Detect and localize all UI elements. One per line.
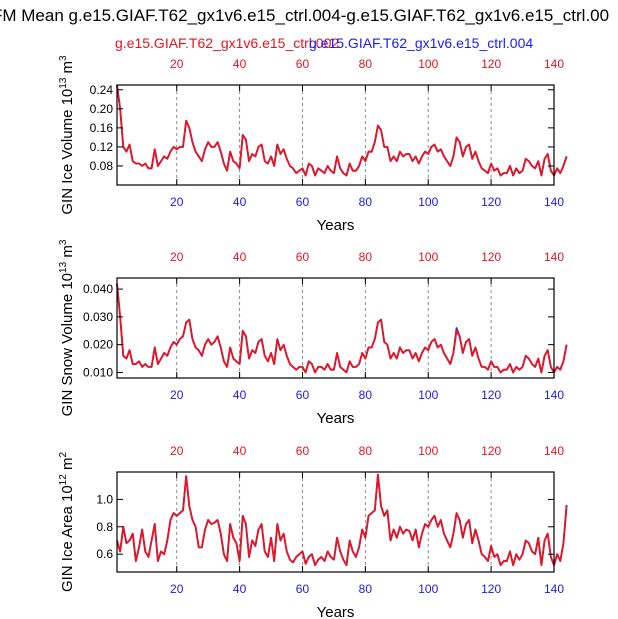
x-tick-label-bottom: 40: [233, 388, 247, 402]
chart-snow-volume: 20 20 40 40 60 60 80 80 100 100 120 120 140 140 0.010 0…: [58, 239, 568, 427]
legend-entry-ctrl-002: g.e15.GIAF.T62_gx1v6.e15_ctrl.002: [115, 35, 340, 51]
x-tick-label-top: 60: [296, 57, 310, 71]
y-axis-label: GIN Snow Volume 1013 m3: [58, 239, 76, 416]
plot-frame: [116, 277, 555, 379]
x-tick-label-bottom: 100: [418, 582, 438, 596]
x-tick-label-top: 60: [296, 250, 310, 264]
y-tick-label: 0.6: [96, 547, 113, 561]
x-tick-label-top: 40: [233, 57, 247, 71]
x-tick-label-top: 80: [359, 57, 373, 71]
x-tick-label-top: 40: [233, 250, 247, 264]
y-tick-label: 0.24: [90, 83, 114, 97]
x-tick-label-bottom: 140: [544, 582, 564, 596]
y-tick-label: 0.010: [83, 365, 113, 379]
plot-frame: [116, 84, 555, 186]
x-tick-label-top: 120: [481, 57, 501, 71]
x-tick-label-top: 140: [544, 250, 564, 264]
x-tick-label-bottom: 100: [418, 388, 438, 402]
y-tick-label: 0.20: [90, 102, 114, 116]
x-tick-label-top: 140: [544, 57, 564, 71]
y-tick-label: 0.16: [90, 121, 114, 135]
x-axis-label: Years: [317, 410, 355, 427]
chart-ice-volume: 20 20 40 40 60 60 80 80 100 100 120 120 140 140 0.08 0.…: [58, 55, 568, 234]
x-tick-label-top: 40: [233, 444, 247, 458]
x-tick-label-bottom: 40: [233, 582, 247, 596]
x-tick-label-bottom: 100: [418, 195, 438, 209]
page-title: FM Mean g.e15.GIAF.T62_gx1v6.e15_ctrl.00…: [0, 6, 610, 25]
x-tick-label-top: 20: [170, 250, 184, 264]
y-tick-label: 0.020: [83, 338, 113, 352]
x-tick-label-top: 100: [418, 57, 438, 71]
x-tick-label-bottom: 60: [296, 388, 310, 402]
x-tick-label-bottom: 80: [359, 582, 373, 596]
y-tick-label: 0.08: [90, 159, 114, 173]
x-tick-label-top: 140: [544, 444, 564, 458]
series-line: [116, 473, 568, 567]
x-tick-label-top: 100: [418, 250, 438, 264]
legend-entry-ctrl-004: g.e15.GIAF.T62_gx1v6.e15_ctrl.004: [309, 35, 534, 51]
y-tick-label: 0.040: [83, 282, 113, 296]
x-tick-label-top: 20: [170, 444, 184, 458]
x-tick-label-bottom: 80: [359, 388, 373, 402]
y-axis-label: GIN Ice Area 1012 m2: [58, 452, 76, 593]
x-tick-label-bottom: 120: [481, 582, 501, 596]
x-tick-label-bottom: 120: [481, 195, 501, 209]
x-tick-label-top: 20: [170, 57, 184, 71]
x-tick-label-top: 60: [296, 444, 310, 458]
legend: g.e15.GIAF.T62_gx1v6.e15_ctrl.002 g.e15.…: [0, 35, 618, 53]
x-tick-label-top: 120: [481, 250, 501, 264]
x-tick-label-bottom: 80: [359, 195, 373, 209]
x-tick-label-bottom: 60: [296, 582, 310, 596]
chart-ice-area: 20 20 40 40 60 60 80 80 100 100 120 120 140 140 0.6 0.8…: [58, 444, 568, 619]
x-tick-label-bottom: 120: [481, 388, 501, 402]
y-tick-label: 0.12: [90, 140, 114, 154]
y-tick-label: 0.8: [96, 520, 113, 534]
plot-frame: [116, 471, 555, 573]
x-tick-label-top: 100: [418, 444, 438, 458]
x-tick-label-bottom: 140: [544, 388, 564, 402]
x-axis-label: Years: [317, 604, 355, 619]
series-line: [116, 84, 568, 177]
y-tick-label: 1.0: [96, 492, 113, 506]
x-tick-label-top: 120: [481, 444, 501, 458]
x-tick-label-bottom: 20: [170, 582, 184, 596]
x-tick-label-bottom: 60: [296, 195, 310, 209]
y-tick-label: 0.030: [83, 310, 113, 324]
x-tick-label-top: 80: [359, 250, 373, 264]
series-line: [116, 283, 568, 374]
x-axis-label: Years: [317, 217, 355, 234]
x-tick-label-bottom: 20: [170, 195, 184, 209]
x-tick-label-top: 80: [359, 444, 373, 458]
x-tick-label-bottom: 20: [170, 388, 184, 402]
x-tick-label-bottom: 40: [233, 195, 247, 209]
y-axis-label: GIN Ice Volume 1013 m3: [58, 55, 76, 215]
x-tick-label-bottom: 140: [544, 195, 564, 209]
